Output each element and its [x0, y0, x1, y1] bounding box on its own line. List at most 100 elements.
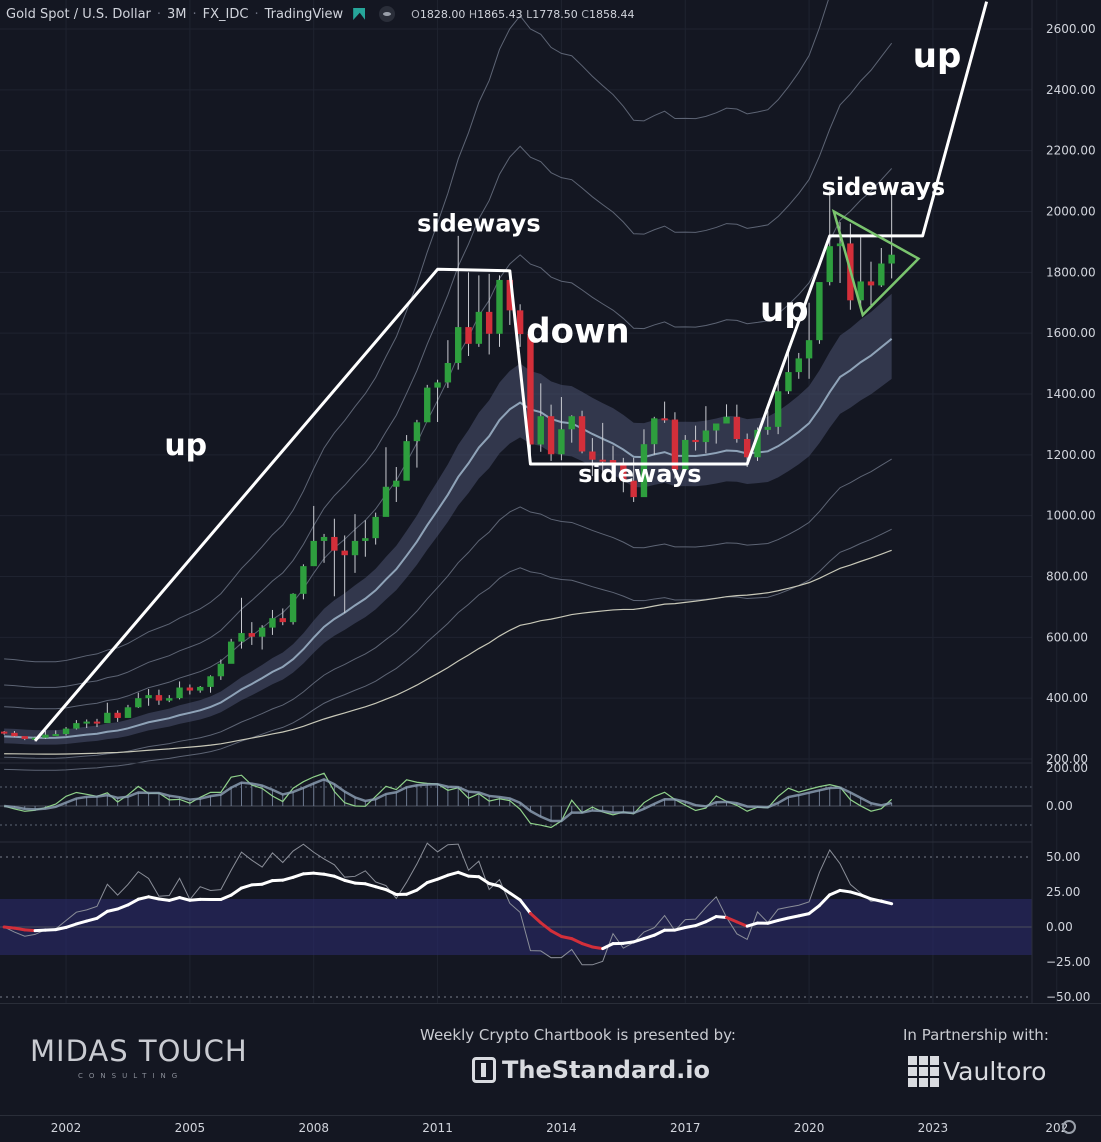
y-tick-label: 200.00	[1046, 752, 1088, 766]
candle-body	[269, 618, 275, 627]
candle-body	[806, 340, 812, 358]
candle-body	[517, 310, 523, 334]
candle-body	[53, 734, 59, 736]
x-tick-label: 2020	[794, 1121, 825, 1135]
x-tick-label: 2011	[422, 1121, 453, 1135]
candle-body	[135, 698, 141, 707]
ohlc-readout: O1828.00 H1865.43 L1778.50 C1858.44	[411, 8, 634, 21]
y-tick-label: 0.00	[1046, 799, 1073, 813]
candle-body	[341, 551, 347, 556]
candle-body	[63, 729, 69, 734]
source-label: FX_IDC	[203, 7, 249, 22]
x-tick-label: 2017	[670, 1121, 701, 1135]
y-tick-label: 1000.00	[1046, 509, 1096, 523]
trend-strength-segment	[190, 899, 200, 900]
x-tick-label: 2008	[298, 1121, 329, 1135]
candle-body	[703, 431, 709, 443]
eye-icon[interactable]	[379, 6, 395, 22]
y-tick-label: 0.00	[1046, 920, 1073, 934]
trend-strength-segment	[159, 899, 169, 900]
symbol-name[interactable]: Gold Spot / U.S. Dollar	[6, 7, 151, 22]
vaultoro-icon	[908, 1056, 939, 1087]
trend-strength-segment	[458, 872, 468, 876]
candle-body	[352, 541, 358, 555]
gear-icon[interactable]	[1062, 1120, 1076, 1134]
candle-body	[486, 312, 492, 334]
candle-body	[434, 382, 440, 387]
annotation-label: up	[164, 428, 207, 463]
trend-strength-segment	[45, 930, 55, 931]
candle-body	[558, 429, 564, 454]
candle-body	[393, 481, 399, 487]
x-tick-label: 2014	[546, 1121, 577, 1135]
trend-strength-segment	[623, 942, 633, 943]
triangle-pattern	[834, 212, 919, 315]
trend-strength-segment	[149, 897, 159, 899]
candle-body	[569, 416, 575, 429]
candle-body	[114, 713, 120, 718]
trend-strength-segment	[376, 887, 386, 890]
candle-body	[362, 538, 368, 541]
candle-body	[403, 441, 409, 481]
chart-header: Gold Spot / U.S. Dollar · 3M · FX_IDC · …	[6, 4, 634, 24]
candle-body	[1, 732, 7, 734]
trend-strength-segment	[407, 890, 417, 894]
candle-body	[311, 541, 317, 566]
candle-body	[816, 282, 822, 340]
trend-strength-segment	[427, 879, 437, 882]
candle-body	[414, 422, 420, 441]
trend-strength-segment	[283, 877, 293, 880]
candle-body	[796, 358, 802, 372]
midas-touch-logo: MIDAS TOUCH	[30, 1034, 248, 1068]
trend-strength-segment	[861, 895, 871, 899]
candle-body	[42, 735, 48, 738]
platform-label: TradingView	[265, 7, 344, 22]
trend-strength-segment	[685, 926, 695, 928]
candle-body	[104, 713, 110, 723]
candle-body	[548, 416, 554, 454]
candle-body	[455, 327, 461, 363]
midas-touch-sub: CONSULTING	[78, 1072, 183, 1080]
candle-body	[197, 687, 203, 691]
y-tick-label: 50.00	[1046, 850, 1080, 864]
trend-strength-segment	[345, 880, 355, 883]
trend-strength-segment	[561, 936, 571, 938]
candle-body	[713, 424, 719, 431]
x-tick-label: 2002	[51, 1121, 82, 1135]
trend-strength-segment	[448, 872, 458, 875]
candle-body	[176, 688, 182, 699]
candle-body	[868, 281, 874, 285]
candle-body	[651, 418, 657, 444]
candle-body	[145, 695, 151, 698]
candle-body	[300, 566, 306, 594]
trend-strength-segment	[25, 930, 35, 931]
ma-envelope-upper	[4, 0, 892, 662]
y-tick-label: 2600.00	[1046, 22, 1096, 36]
trend-strength-segment	[334, 876, 344, 880]
candle-body	[538, 416, 544, 444]
candle-body	[280, 618, 286, 622]
x-tick-label: 2005	[175, 1121, 206, 1135]
candle-body	[692, 440, 698, 442]
candle-body	[94, 722, 100, 724]
candle-body	[249, 633, 255, 637]
candle-body	[83, 722, 89, 724]
candle-body	[723, 417, 729, 424]
candle-body	[156, 695, 162, 700]
y-tick-label: −50.00	[1046, 990, 1090, 1004]
annotation-label: sideways	[417, 209, 541, 237]
trend-strength-segment	[438, 875, 448, 879]
trend-strength-segment	[489, 883, 499, 886]
y-tick-label: 2200.00	[1046, 144, 1096, 158]
interval-label[interactable]: 3M	[167, 7, 187, 22]
annotation-label: up	[913, 36, 962, 76]
candle-body	[331, 537, 337, 551]
candle-body	[661, 418, 667, 420]
trend-strength-segment	[592, 947, 602, 949]
trend-strength-segment	[479, 877, 489, 884]
candle-body	[321, 537, 327, 541]
y-tick-label: 600.00	[1046, 630, 1088, 644]
trend-strength-segment	[417, 883, 427, 891]
